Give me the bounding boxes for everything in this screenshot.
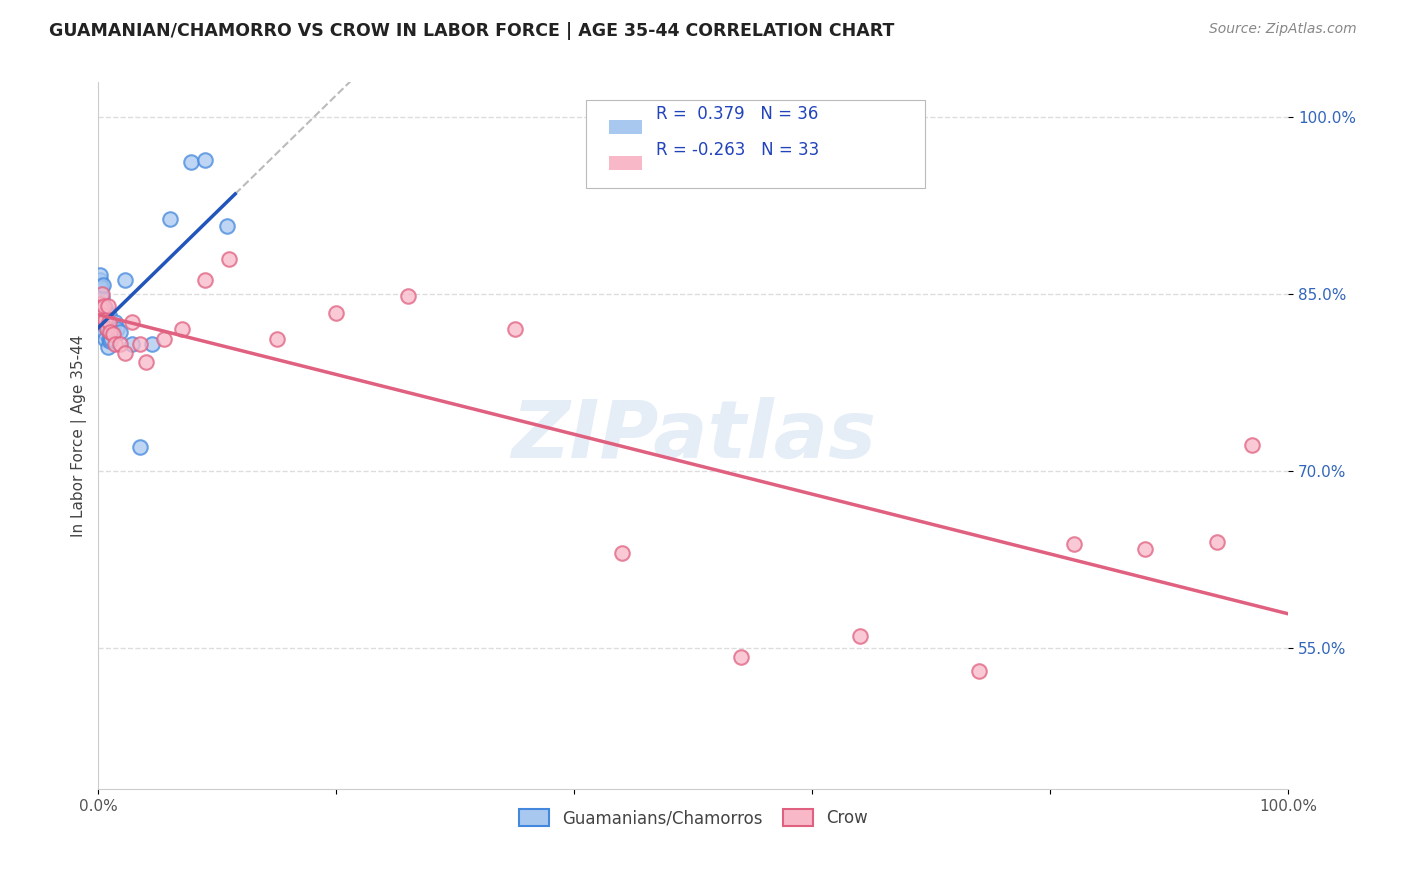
Point <box>91 308 114 322</box>
Point <box>98 315 121 329</box>
Point <box>159 211 181 226</box>
Point <box>396 289 419 303</box>
Point <box>129 336 152 351</box>
Text: R =  0.379   N = 36: R = 0.379 N = 36 <box>657 105 818 123</box>
Point <box>108 325 131 339</box>
Point <box>91 301 114 316</box>
Point <box>194 153 217 167</box>
FancyBboxPatch shape <box>609 156 643 169</box>
Point <box>1135 541 1157 556</box>
Point <box>121 315 143 329</box>
Point <box>967 665 990 679</box>
Point <box>98 325 121 339</box>
Point <box>90 280 112 294</box>
Point <box>135 355 157 369</box>
Point <box>152 332 174 346</box>
FancyBboxPatch shape <box>586 100 925 188</box>
Point <box>104 315 127 329</box>
Point <box>97 340 120 354</box>
Point <box>114 346 136 360</box>
Point <box>96 320 118 334</box>
Point <box>1205 534 1227 549</box>
Text: GUAMANIAN/CHAMORRO VS CROW IN LABOR FORCE | AGE 35-44 CORRELATION CHART: GUAMANIAN/CHAMORRO VS CROW IN LABOR FORC… <box>49 22 894 40</box>
Point <box>730 650 752 665</box>
Legend: Guamanians/Chamorros, Crow: Guamanians/Chamorros, Crow <box>512 803 875 834</box>
Point <box>90 287 112 301</box>
Point <box>105 322 128 336</box>
Text: ZIPatlas: ZIPatlas <box>510 397 876 475</box>
Point <box>215 219 238 233</box>
Point <box>89 273 111 287</box>
Point <box>100 332 122 346</box>
Point <box>89 277 111 292</box>
Point <box>89 268 111 283</box>
Point <box>90 296 112 310</box>
Point <box>90 306 112 320</box>
Point <box>94 332 117 346</box>
Point <box>94 301 117 316</box>
Point <box>90 287 112 301</box>
Text: Source: ZipAtlas.com: Source: ZipAtlas.com <box>1209 22 1357 37</box>
Point <box>91 318 114 332</box>
Point <box>97 299 120 313</box>
Point <box>849 629 872 643</box>
Point <box>94 313 117 327</box>
Text: R = -0.263   N = 33: R = -0.263 N = 33 <box>657 141 820 159</box>
Point <box>93 299 115 313</box>
Point <box>93 313 115 327</box>
Point <box>266 332 288 346</box>
Point <box>97 322 120 336</box>
Point <box>101 327 124 342</box>
Point <box>96 322 118 336</box>
Y-axis label: In Labor Force | Age 35-44: In Labor Force | Age 35-44 <box>72 334 87 537</box>
Point <box>98 322 121 336</box>
Point <box>98 308 121 322</box>
Point <box>98 332 121 346</box>
Point <box>1063 537 1085 551</box>
Point <box>218 252 240 266</box>
Point <box>114 273 136 287</box>
Point <box>129 441 152 455</box>
Point <box>503 322 526 336</box>
Point <box>141 336 163 351</box>
Point <box>325 306 347 320</box>
Point <box>101 325 124 339</box>
Point <box>90 301 112 316</box>
Point <box>93 325 115 339</box>
Point <box>98 334 121 349</box>
Point <box>170 322 193 336</box>
Point <box>89 296 111 310</box>
Point <box>91 277 114 292</box>
Point <box>93 315 115 329</box>
Point <box>180 155 202 169</box>
Point <box>121 336 143 351</box>
Point <box>90 291 112 305</box>
Point <box>1241 438 1264 452</box>
Point <box>104 336 127 351</box>
Point <box>108 336 131 351</box>
Point <box>194 273 217 287</box>
Point <box>610 546 633 560</box>
FancyBboxPatch shape <box>609 120 643 134</box>
